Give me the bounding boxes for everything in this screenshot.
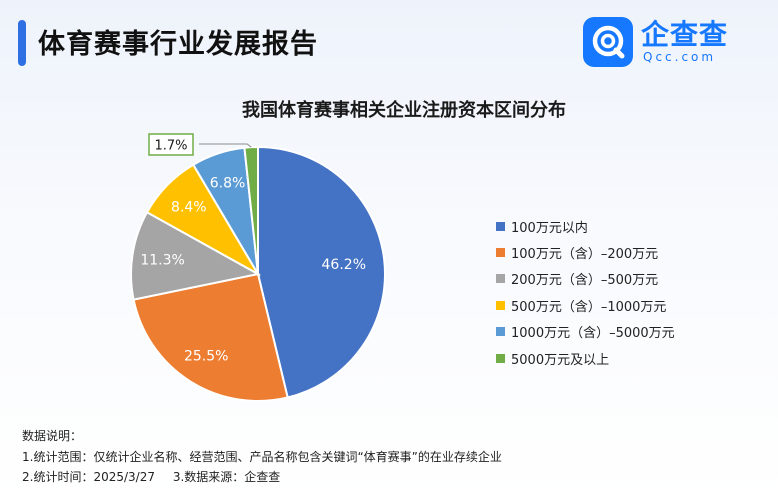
slice-label-3: 11.3%	[140, 252, 184, 268]
legend-swatch-1	[496, 221, 505, 231]
slice-label-box-6	[148, 133, 194, 156]
chart-legend: 100万元以内 100万元（含）–200万元 200万元（含）–500万元 500万元…	[496, 213, 675, 371]
legend-item-3: 200万元（含）–500万元	[496, 266, 675, 292]
logo-domain: Qcc.com	[643, 50, 717, 64]
qcc-logo-icon	[583, 17, 633, 67]
pie-slice-2	[132, 272, 289, 402]
logo-name: 企查查	[641, 18, 729, 51]
legend-item-5: 1000万元（含）–5000万元	[496, 319, 675, 345]
legend-label-1: 100万元以内	[511, 220, 588, 236]
legend-label-4: 500万元（含）–1000万元	[511, 299, 667, 315]
legend-label-3: 200万元（含）–500万元	[511, 273, 659, 289]
slice-label-1: 46.2%	[322, 257, 366, 273]
pie-slice-1	[257, 145, 386, 399]
legend-swatch-4	[496, 300, 505, 310]
legend-label-2: 100万元（含）–200万元	[511, 247, 659, 263]
legend-swatch-2	[496, 248, 505, 258]
legend-swatch-5	[496, 327, 505, 337]
legend-item-2: 100万元（含）–200万元	[496, 239, 675, 265]
legend-swatch-3	[496, 274, 505, 284]
notes-time: 2.统计时间：2025/3/27	[22, 470, 155, 484]
legend-item-6: 5000万元及以上	[496, 345, 675, 371]
legend-label-5: 1000万元（含）–5000万元	[511, 326, 675, 342]
report-title: 体育赛事行业发展报告	[38, 29, 318, 60]
slice-label-2: 25.5%	[184, 348, 228, 364]
data-notes: 数据说明： 1.统计范围：仅统计企业名称、经营范围、产品名称包含关键词“体育赛事…	[22, 426, 502, 488]
notes-time-source-row: 2.统计时间：2025/3/27 3.数据来源：企查查	[22, 467, 502, 488]
qcc-logo: 企查查 Qcc.com	[583, 17, 728, 67]
slice-label-5: 6.8%	[210, 175, 246, 191]
legend-item-1: 100万元以内	[496, 213, 675, 239]
legend-label-6: 5000万元及以上	[511, 352, 610, 368]
slice-label-4: 8.4%	[171, 200, 207, 216]
notes-source: 3.数据来源：企查查	[172, 470, 281, 484]
notes-heading: 数据说明：	[22, 429, 83, 443]
chart-title: 我国体育赛事相关企业注册资本区间分布	[242, 100, 566, 121]
slice-label-6: 1.7%	[154, 139, 187, 154]
legend-swatch-6	[496, 353, 505, 363]
legend-item-4: 500万元（含）–1000万元	[496, 292, 675, 318]
notes-scope: 1.统计范围：仅统计企业名称、经营范围、产品名称包含关键词“体育赛事”的在业存续…	[22, 449, 502, 464]
slice-leader-line-6	[199, 143, 252, 148]
title-accent-bar	[18, 20, 26, 66]
pie-slice-3	[130, 210, 261, 301]
